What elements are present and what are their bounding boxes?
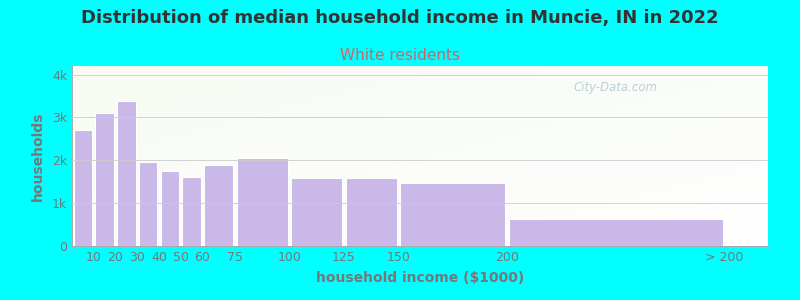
Y-axis label: households: households: [31, 111, 45, 201]
Text: Distribution of median household income in Muncie, IN in 2022: Distribution of median household income …: [81, 9, 719, 27]
Bar: [139, 162, 158, 246]
Text: City-Data.com: City-Data.com: [573, 81, 658, 94]
Bar: [182, 177, 201, 246]
Bar: [117, 101, 136, 246]
Bar: [400, 183, 506, 246]
X-axis label: household income ($1000): household income ($1000): [316, 271, 524, 285]
Bar: [161, 171, 179, 246]
Bar: [237, 158, 288, 246]
Bar: [74, 130, 92, 246]
Bar: [95, 113, 114, 246]
Bar: [346, 178, 397, 246]
Bar: [291, 178, 342, 246]
Text: White residents: White residents: [340, 48, 460, 63]
Bar: [204, 165, 234, 246]
Bar: [509, 219, 723, 246]
